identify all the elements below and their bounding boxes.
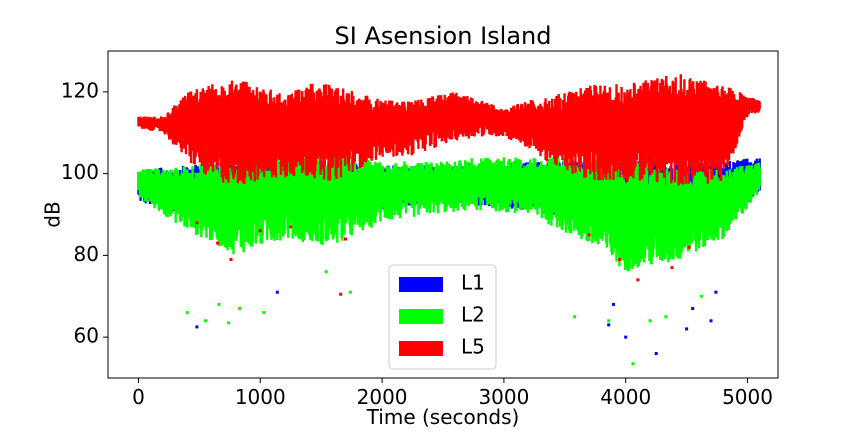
data-point: [709, 319, 713, 323]
x-tick-label: 0: [132, 385, 145, 409]
data-point: [612, 302, 615, 306]
data-point: [618, 258, 622, 261]
data-point: [699, 294, 703, 298]
data-point: [607, 323, 611, 327]
x-tick-label: 5000: [722, 385, 773, 409]
legend-swatch: [399, 309, 443, 324]
data-point: [195, 221, 199, 225]
data-point: [631, 362, 635, 366]
y-tick-label: 120: [61, 78, 99, 102]
data-point: [714, 290, 718, 294]
data-point: [670, 266, 674, 270]
data-point: [664, 315, 668, 319]
data-point: [607, 319, 611, 323]
y-axis-label: dB: [41, 201, 65, 227]
x-axis-label: Time (seconds): [366, 405, 520, 429]
x-tick-label: 3000: [478, 385, 529, 409]
data-point: [195, 325, 199, 329]
data-point: [227, 321, 231, 325]
x-tick-label: 2000: [357, 385, 408, 409]
data-point: [344, 237, 347, 241]
data-point: [624, 335, 628, 339]
y-tick-label: 80: [74, 242, 99, 266]
data-point: [185, 311, 189, 315]
data-point: [648, 319, 652, 323]
axis-ticks: 0 1000 2000 3000 4000 5000 60 80 100 120: [61, 78, 773, 409]
legend-swatch: [399, 277, 443, 292]
y-tick-label: 100: [61, 160, 99, 184]
data-point: [204, 319, 207, 323]
series-L5: [137, 74, 761, 296]
data-point: [339, 292, 343, 296]
data-point: [229, 258, 233, 261]
chart-title: SI Asension Island: [335, 22, 552, 50]
data-point: [573, 315, 577, 319]
legend-swatch: [399, 341, 443, 356]
data-point: [289, 225, 293, 229]
x-tick-label: 4000: [600, 385, 651, 409]
series-L2: [137, 153, 761, 366]
data-point: [636, 278, 640, 282]
x-tick-label: 1000: [235, 385, 286, 409]
data-point: [324, 270, 328, 274]
legend-label: L2: [461, 303, 485, 327]
data-point: [685, 327, 689, 331]
data-point: [238, 307, 242, 310]
legend-label: L5: [461, 335, 485, 359]
data-point: [348, 290, 352, 294]
plot-frame: [107, 50, 779, 379]
legend-label: L1: [461, 271, 485, 295]
data-point: [654, 352, 658, 355]
data-point: [687, 245, 691, 249]
data-point: [217, 302, 221, 306]
legend: L1 L2 L5: [388, 264, 497, 370]
data-point: [216, 241, 220, 245]
data-point: [691, 307, 695, 310]
data-point: [275, 290, 279, 294]
plot-area: [137, 74, 761, 366]
data-point: [262, 311, 266, 315]
data-point: [587, 233, 591, 237]
data-point: [258, 229, 262, 233]
y-tick-label: 60: [74, 324, 99, 348]
